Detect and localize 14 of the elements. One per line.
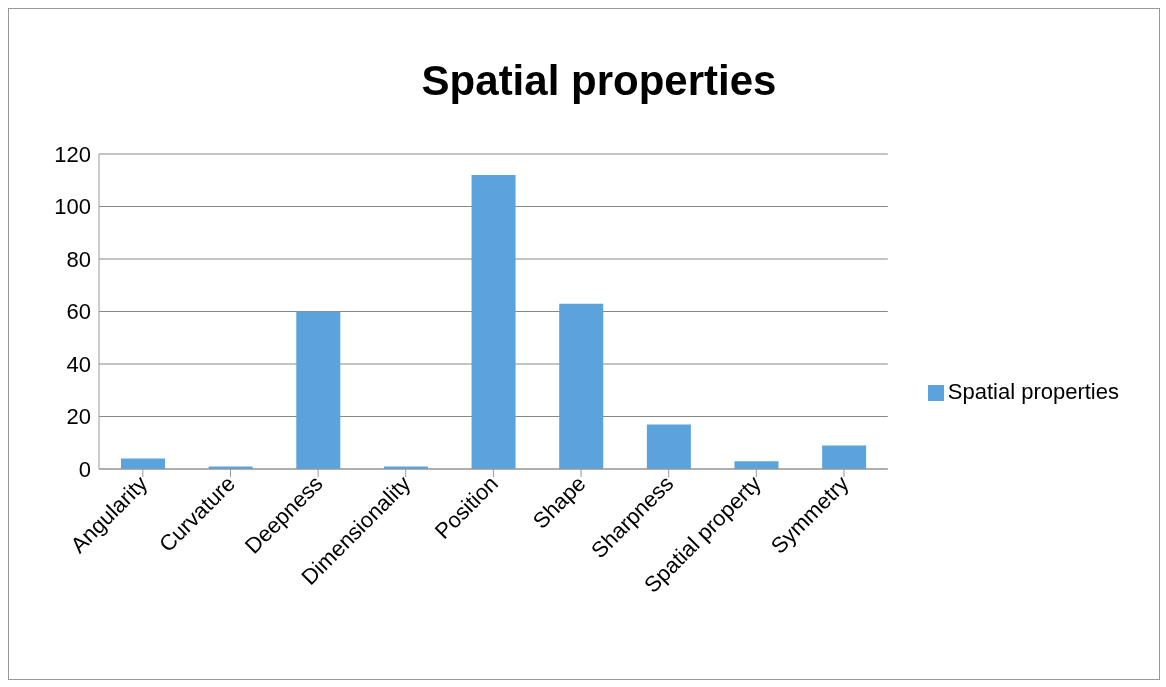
- y-tick-label: 20: [66, 404, 91, 430]
- bar: [471, 175, 516, 469]
- y-tick-label: 100: [54, 194, 91, 220]
- legend-label: Spatial properties: [947, 379, 1119, 404]
- y-tick-label: 80: [66, 246, 91, 272]
- y-tick-label: 60: [66, 299, 91, 325]
- y-tick-label: 0: [78, 456, 91, 482]
- bar: [822, 445, 867, 469]
- y-tick-label: 40: [66, 351, 91, 377]
- y-tick-label: 120: [54, 141, 91, 167]
- chart-title: Spatial properties: [420, 57, 778, 105]
- bar: [559, 303, 604, 469]
- bar: [646, 424, 691, 469]
- bar: [296, 311, 341, 469]
